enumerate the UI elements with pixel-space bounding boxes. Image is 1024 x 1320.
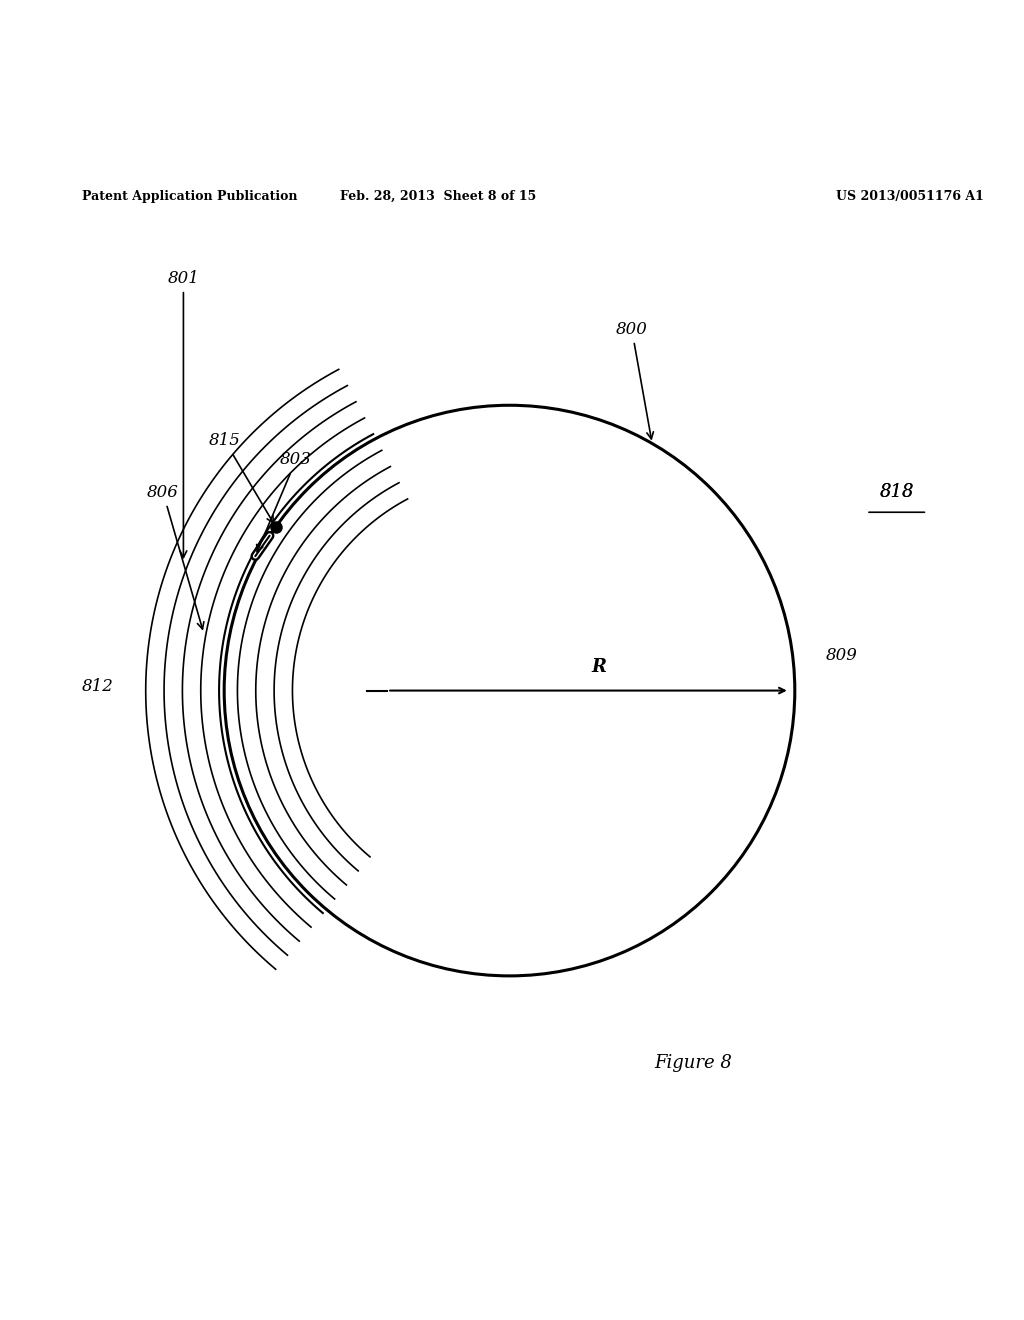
Text: 800: 800 <box>615 321 653 440</box>
Text: 818: 818 <box>880 483 914 502</box>
Text: 812: 812 <box>82 677 114 694</box>
Text: 818: 818 <box>880 483 914 502</box>
Text: Feb. 28, 2013  Sheet 8 of 15: Feb. 28, 2013 Sheet 8 of 15 <box>340 190 537 203</box>
Text: 801: 801 <box>168 271 200 557</box>
Text: Figure 8: Figure 8 <box>654 1053 732 1072</box>
Text: 803: 803 <box>257 451 312 552</box>
Text: Patent Application Publication: Patent Application Publication <box>82 190 297 203</box>
Text: US 2013/0051176 A1: US 2013/0051176 A1 <box>836 190 983 203</box>
Text: 809: 809 <box>825 647 857 664</box>
Text: 815: 815 <box>209 433 273 523</box>
Text: 806: 806 <box>147 484 204 630</box>
Text: R: R <box>591 659 606 676</box>
